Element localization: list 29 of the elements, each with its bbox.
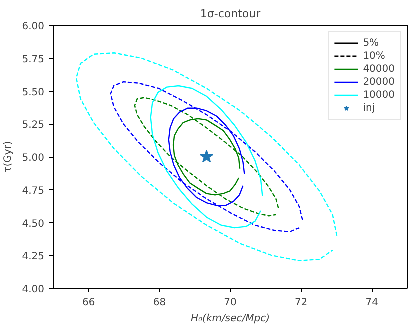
y-axis-title: τ(Gyr)	[3, 141, 14, 173]
legend-label: 40000	[363, 63, 395, 75]
line-series	[172, 118, 241, 196]
annotation: 5%	[363, 37, 380, 49]
y-tick-label: 4.25	[22, 252, 44, 263]
line-series	[168, 108, 246, 206]
x-tick-label: 66	[82, 298, 96, 308]
x-tick-label: 70	[224, 298, 237, 308]
annotation: 10%	[363, 50, 386, 62]
line-series	[150, 85, 264, 229]
legend-label: 20000	[363, 76, 395, 88]
line-series	[76, 52, 338, 262]
x-tick-label: 72	[294, 298, 308, 308]
chart-title: 1σ-contour	[200, 8, 262, 20]
y-tick-label: 5.50	[22, 87, 44, 98]
x-tick-label: 68	[153, 298, 166, 308]
x-tick-label: 74	[366, 298, 378, 308]
x-axis-title: H₀(km/sec/Mpc)	[191, 314, 270, 324]
y-tick-label: 5.00	[22, 153, 44, 164]
y-tick-label: 5.75	[22, 54, 44, 66]
y-tick-label: 4.00	[22, 284, 44, 296]
legend-label: inj	[363, 102, 376, 114]
line-series	[110, 81, 304, 233]
y-tick-label: 4.75	[22, 186, 44, 197]
y-tick-label: 6.00	[22, 22, 44, 32]
y-tick-label: 4.50	[22, 218, 44, 230]
legend-label: 10000	[363, 89, 395, 101]
y-tick-label: 5.25	[22, 120, 44, 132]
line-series	[134, 97, 280, 217]
